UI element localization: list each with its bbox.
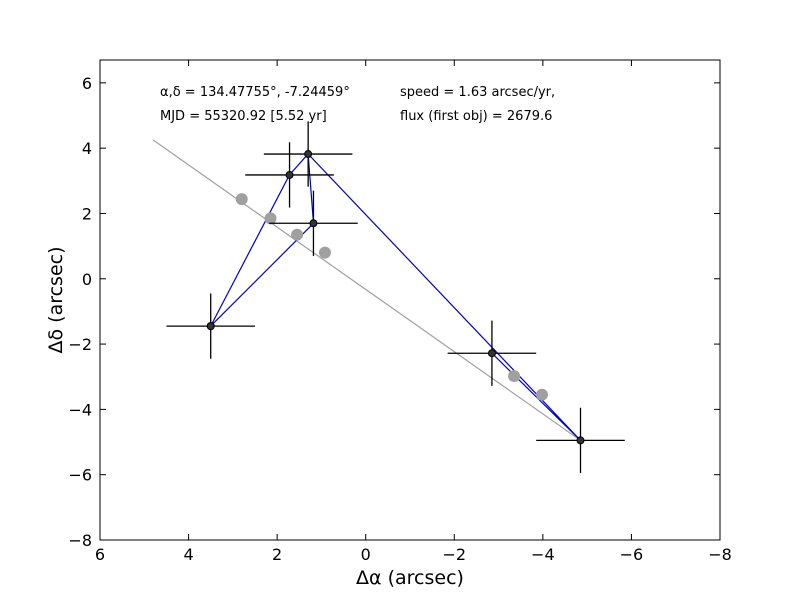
predicted-position-marker — [508, 370, 521, 383]
observation-path — [210, 152, 581, 441]
x-axis-label: Δα (arcsec) — [356, 567, 464, 589]
x-tick-label: −2 — [442, 545, 466, 564]
x-tick-label: 0 — [361, 545, 371, 564]
x-tick-label: −6 — [620, 545, 644, 564]
y-tick-label: −2 — [68, 335, 92, 354]
y-tick-label: 4 — [82, 139, 92, 158]
y-tick-label: 2 — [82, 204, 92, 223]
annotation-coordinates: α,δ = 134.47755°, -7.24459° — [160, 85, 350, 100]
predicted-position-marker — [318, 246, 331, 259]
predicted-position-marker — [291, 228, 304, 241]
x-tick-label: 2 — [272, 545, 282, 564]
predicted-trend-line — [152, 139, 581, 441]
observed-position-marker — [285, 170, 294, 179]
annotation-mjd: MJD = 55320.92 [5.52 yr] — [160, 109, 327, 124]
y-tick-label: −4 — [68, 400, 92, 419]
observed-position-marker — [206, 322, 215, 331]
y-tick-label: −6 — [68, 466, 92, 485]
axes-layer: 6 4 2 0 −2 −4 −6 −8 −8 −6 −4 −2 0 2 4 6 — [68, 60, 732, 564]
observed-position-marker — [309, 219, 318, 228]
predicted-position-marker — [264, 212, 277, 225]
observed-position-marker — [576, 436, 585, 445]
predicted-position-marker — [535, 388, 548, 401]
x-tick-label: −4 — [531, 545, 555, 564]
x-tick-label: −8 — [708, 545, 732, 564]
x-tick-label: 4 — [183, 545, 193, 564]
observed-position-marker — [304, 150, 313, 159]
plot-layer — [152, 121, 625, 474]
y-tick-label: 0 — [82, 270, 92, 289]
predicted-position-marker — [235, 193, 248, 206]
plot-frame — [99, 59, 721, 541]
y-tick-label: −8 — [68, 531, 92, 550]
y-axis-label: Δδ (arcsec) — [45, 246, 67, 353]
annotation-flux: flux (first obj) = 2679.6 — [400, 109, 552, 124]
annotation-speed: speed = 1.63 arcsec/yr, — [400, 85, 555, 100]
observed-position-marker — [487, 349, 496, 358]
y-tick-label: 6 — [82, 74, 92, 93]
x-tick-label: 6 — [95, 545, 105, 564]
